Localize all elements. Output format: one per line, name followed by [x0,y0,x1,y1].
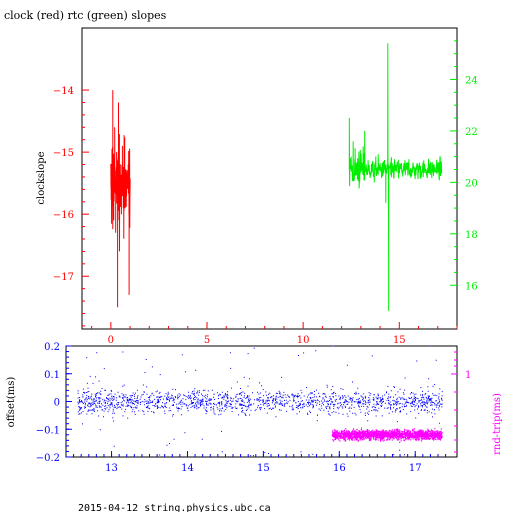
right-tick-label: 22 [465,127,478,138]
clock-series-line [110,90,131,308]
time-tick-label: 16 [333,463,346,474]
bottom-tick-label: 5 [204,335,210,346]
left-tick-label: −14 [53,86,74,97]
right-tick-label: 24 [465,75,478,86]
bottom-series-group [77,345,443,457]
top-plot-border [81,27,458,330]
bottom-y2-axis-label: rnd-trip(ms) [492,393,503,455]
right-tick-label: 16 [465,281,478,292]
left-tick-label: −17 [53,272,74,283]
left-tick-label: −16 [53,210,74,221]
bottom-x-axis: 13 14 15 16 17 [73,451,447,474]
offset-tick-label: 0.2 [44,342,60,353]
time-tick-label: 15 [257,463,270,474]
rndtrip-points [331,427,443,443]
offset-tick-label: −0.1 [36,425,60,436]
bottom-left-axis: 0.2 0.1 0 −0.1 −0.2 [36,342,72,464]
right-tick-label: 20 [465,178,478,189]
offset-tick-label: 0.1 [44,370,60,381]
chart-title: clock (red) rtc (green) slopes [4,9,167,22]
rtc-series-line [348,43,443,312]
bottom-right-axis: 1 [451,351,471,453]
top-right-axis: 16 18 20 22 24 [450,40,478,292]
right-tick-label: 18 [465,230,478,241]
bottom-y-axis-label: offset(ms) [6,377,17,428]
top-bottom-axis: 0 5 10 15 [91,322,458,346]
time-tick-label: 13 [105,463,118,474]
time-tick-label: 14 [181,463,194,474]
rndtrip-tick-label: 1 [465,370,471,381]
left-tick-label: −15 [53,148,74,159]
bottom-tick-label: 0 [108,335,114,346]
footer-text: 2015-04-12 string.physics.ubc.ca [78,503,271,512]
offset-points [77,345,443,457]
top-left-axis: −14 −15 −16 −17 [53,86,89,327]
bottom-tick-label: 10 [297,335,310,346]
offset-tick-label: −0.2 [36,453,60,464]
bottom-tick-label: 15 [393,335,406,346]
top-y-axis-label: clockslope [36,151,47,204]
time-tick-label: 17 [409,463,422,474]
offset-tick-label: 0 [54,398,60,409]
top-plot-frame [81,27,458,330]
top-series-group [110,43,443,312]
